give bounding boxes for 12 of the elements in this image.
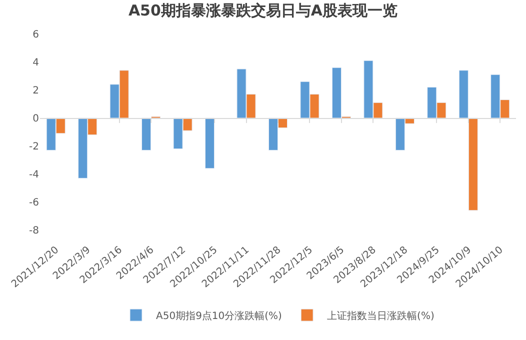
legend-label: A50期指9点10分涨跌幅(%) [156,310,282,322]
y-tick-label: 0 [32,114,39,124]
bar [205,118,215,169]
y-tick-label: -2 [29,142,39,152]
y-tick-label: -6 [29,198,39,208]
chart-title: A50期指暴涨暴跌交易日与A股表现一览 [128,2,398,20]
y-tick-label: 2 [32,86,39,96]
y-tick-label: -4 [29,170,39,180]
legend-label: 上证指数当日涨跌幅(%) [327,310,434,322]
y-tick-label: 4 [32,58,39,68]
y-tick-label: 6 [32,30,39,40]
y-tick-label: -8 [29,226,39,236]
